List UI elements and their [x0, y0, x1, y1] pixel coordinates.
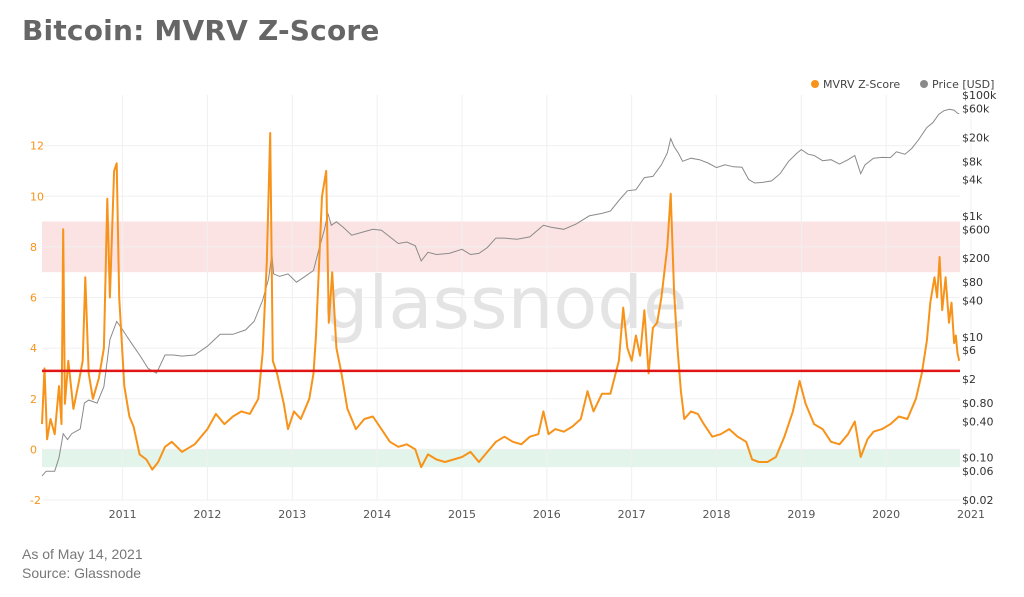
x-tick-label: 2011	[109, 508, 137, 521]
left-tick-label: 4	[30, 342, 37, 355]
right-tick-label: $100k	[962, 89, 997, 102]
x-tick-label: 2017	[618, 508, 646, 521]
source-note: Source: Glassnode	[22, 565, 142, 581]
x-axis: 2011 2012 2013 2014 2015 2016 2017 2018 2019 2020…	[109, 508, 985, 521]
right-tick-label: $60k	[962, 102, 990, 115]
right-tick-label: $0.40	[962, 415, 994, 428]
left-tick-label: 0	[30, 443, 37, 456]
legend-price-marker	[920, 80, 928, 88]
right-tick-label: $0.02	[962, 494, 994, 507]
x-tick-label: 2013	[278, 508, 306, 521]
x-tick-label: 2021	[957, 508, 985, 521]
x-tick-label: 2019	[787, 508, 815, 521]
x-tick-label: 2018	[703, 508, 731, 521]
x-tick-label: 2020	[872, 508, 900, 521]
watermark: glassnode	[323, 261, 688, 345]
legend-zscore-marker	[811, 80, 819, 88]
right-axis: $0.02 $0.06$0.10 $0.40 $0.80 $2 $6$10 $40 $80 $2…	[962, 89, 997, 507]
zscore-series-line	[41, 132, 961, 471]
left-axis: -2 0 2 4 6 8 10 12	[30, 140, 44, 507]
undervalued-zone-band	[42, 449, 960, 468]
right-tick-label: $8k	[962, 155, 983, 168]
legend-zscore-label: MVRV Z-Score	[823, 78, 900, 91]
legend: MVRV Z-Score Price [USD]	[811, 78, 994, 91]
legend-price-label: Price [USD]	[932, 78, 994, 91]
x-tick-label: 2012	[193, 508, 221, 521]
x-tick-label: 2014	[363, 508, 391, 521]
right-tick-label: $0.06	[962, 465, 994, 478]
left-tick-label: 8	[30, 241, 37, 254]
left-tick-label: 6	[30, 292, 37, 305]
right-tick-label: $1k	[962, 210, 983, 223]
right-tick-label: $0.10	[962, 452, 994, 465]
right-tick-label: $40	[962, 294, 983, 307]
as-of-date: As of May 14, 2021	[22, 546, 143, 562]
footer: As of May 14, 2021 Source: Glassnode	[22, 545, 143, 583]
chart-title: Bitcoin: MVRV Z-Score	[22, 14, 380, 47]
right-tick-label: $6	[962, 344, 976, 357]
left-tick-label: -2	[30, 494, 41, 507]
right-tick-label: $4k	[962, 174, 983, 187]
right-tick-label: $0.80	[962, 397, 994, 410]
right-tick-label: $80	[962, 276, 983, 289]
right-tick-label: $2	[962, 373, 976, 386]
grid-lines	[42, 95, 972, 501]
right-tick-label: $200	[962, 252, 990, 265]
right-tick-label: $10	[962, 331, 983, 344]
left-tick-label: 2	[30, 393, 37, 406]
x-tick-label: 2015	[448, 508, 476, 521]
right-tick-label: $20k	[962, 131, 990, 144]
left-tick-label: 10	[30, 190, 44, 203]
right-tick-label: $600	[962, 223, 990, 236]
x-tick-label: 2016	[533, 508, 561, 521]
price-series-line	[41, 108, 960, 477]
left-tick-label: 12	[30, 140, 44, 153]
